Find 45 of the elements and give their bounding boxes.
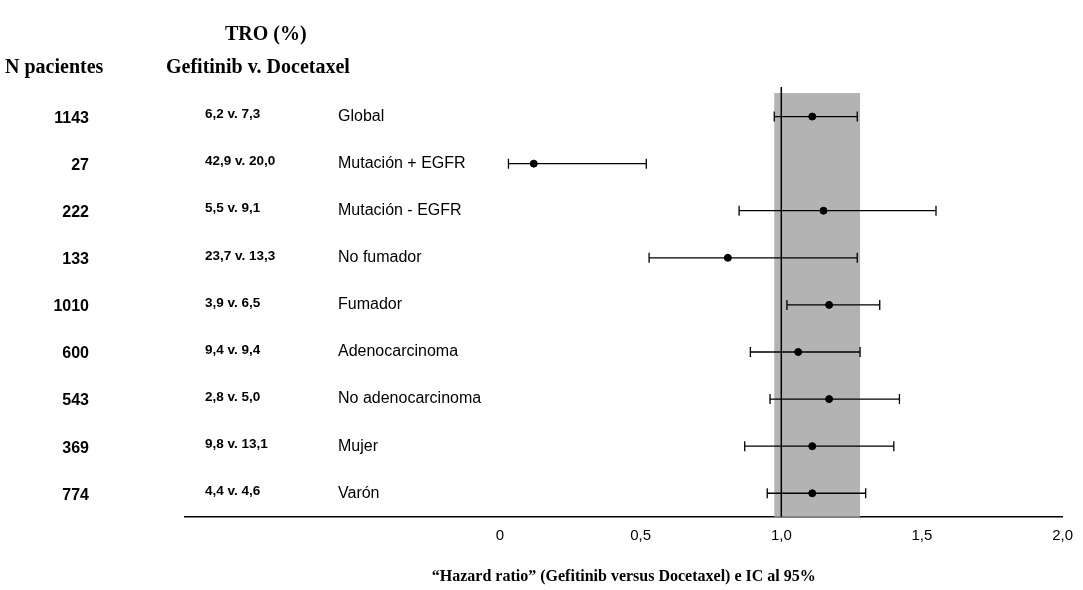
point bbox=[723, 253, 732, 262]
annotation: 6,2 v. 7,3 bbox=[205, 106, 261, 122]
y-tick-label: Varón bbox=[338, 483, 380, 501]
x-tick-label: 2,0 bbox=[1052, 525, 1073, 543]
annotation: 4,4 v. 4,6 bbox=[205, 482, 261, 498]
text: Gefitinib v. Docetaxel bbox=[166, 55, 351, 78]
annotation: 23,7 v. 13,3 bbox=[205, 247, 276, 263]
y-tick-label: Mujer bbox=[338, 436, 379, 454]
y-tick-label: No fumador bbox=[338, 248, 423, 266]
point bbox=[808, 112, 817, 121]
annotation: 2,8 v. 5,0 bbox=[205, 388, 261, 404]
text: 133 bbox=[62, 250, 90, 268]
y-tick-label: Mutación + EGFR bbox=[338, 154, 466, 172]
point bbox=[825, 395, 834, 404]
y-tick-label: Mutación - EGFR bbox=[338, 201, 462, 219]
text: 543 bbox=[62, 391, 90, 409]
annotation: 9,4 v. 9,4 bbox=[205, 341, 261, 357]
y-tick-label: No adenocarcinoma bbox=[338, 389, 482, 407]
point bbox=[808, 442, 817, 451]
text: N pacientes bbox=[5, 55, 104, 79]
point bbox=[794, 347, 803, 356]
text: 27 bbox=[71, 156, 90, 174]
annotation: 3,9 v. 6,5 bbox=[205, 294, 261, 310]
point bbox=[819, 206, 828, 215]
x-axis-title: “Hazard ratio” (Gefitinib versus Docetaxel) e IC al 95% bbox=[431, 566, 816, 585]
x-tick-label: 1,0 bbox=[770, 525, 792, 543]
x-tick-label: 0,5 bbox=[630, 525, 652, 543]
text: 369 bbox=[62, 438, 90, 456]
text: TRO (%) bbox=[225, 22, 307, 46]
x-tick-label: 1,5 bbox=[911, 525, 933, 543]
y-tick-label: Global bbox=[338, 106, 385, 124]
annotation: 5,5 v. 9,1 bbox=[205, 200, 261, 216]
y-tick-label: Adenocarcinoma bbox=[338, 342, 459, 360]
x-tick-label: 0 bbox=[495, 525, 505, 543]
y-tick-label: Fumador bbox=[338, 295, 403, 313]
annotation: 42,9 v. 20,0 bbox=[205, 153, 276, 169]
text: 1143 bbox=[54, 108, 90, 126]
text: 1010 bbox=[53, 297, 90, 315]
point bbox=[825, 300, 834, 309]
text: 600 bbox=[62, 344, 90, 362]
point bbox=[808, 489, 817, 498]
point bbox=[529, 159, 538, 168]
annotation: 9,8 v. 13,1 bbox=[205, 435, 269, 451]
text: 222 bbox=[62, 203, 90, 221]
text: 774 bbox=[62, 485, 90, 503]
